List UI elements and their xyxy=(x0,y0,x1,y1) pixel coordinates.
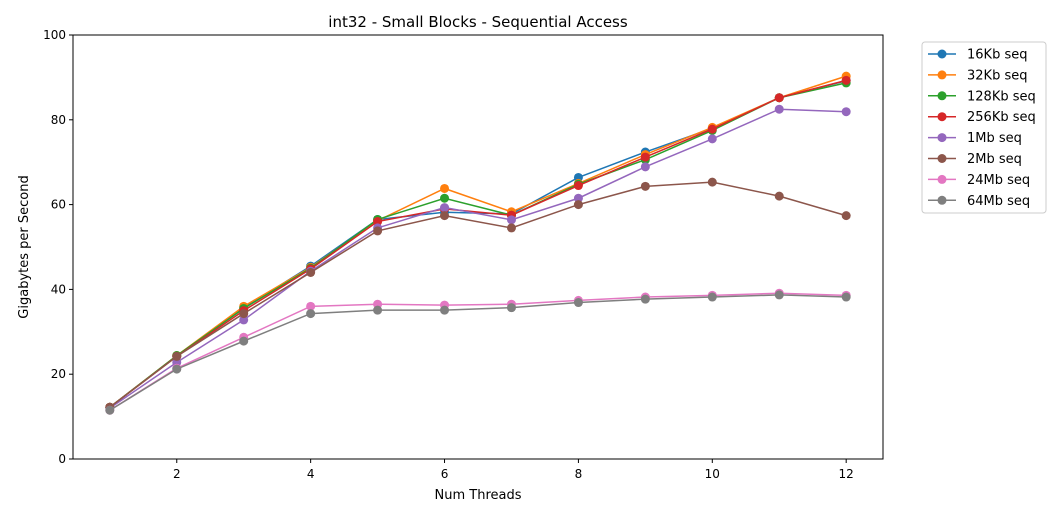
series-line xyxy=(109,108,847,409)
series-1mb-seq xyxy=(105,104,851,413)
legend-marker xyxy=(937,195,947,205)
y-tick-label: 80 xyxy=(51,113,66,127)
legend-marker xyxy=(937,91,947,101)
legend-label: 24Mb seq xyxy=(967,173,1030,188)
data-point xyxy=(172,351,182,361)
legend-label: 64Mb seq xyxy=(967,194,1030,209)
data-point xyxy=(573,181,583,191)
legend-marker xyxy=(937,70,947,80)
plot-frame xyxy=(72,34,884,460)
data-point xyxy=(774,93,784,103)
data-point xyxy=(841,107,851,117)
x-tick-label: 6 xyxy=(441,467,449,481)
chart-title: int32 - Small Blocks - Sequential Access xyxy=(328,13,628,31)
data-point xyxy=(306,301,316,311)
data-point xyxy=(640,162,650,172)
data-point xyxy=(506,223,516,233)
data-point xyxy=(640,294,650,304)
data-point xyxy=(640,181,650,191)
data-point xyxy=(239,309,249,319)
legend-marker xyxy=(937,154,947,163)
data-point xyxy=(841,211,851,221)
data-point xyxy=(373,226,383,236)
series-line xyxy=(109,292,847,411)
data-point xyxy=(506,303,516,313)
x-tick-label: 8 xyxy=(575,467,583,481)
data-point xyxy=(373,217,383,227)
series-line xyxy=(109,75,847,408)
data-point xyxy=(373,305,383,315)
data-point xyxy=(707,124,717,134)
data-point xyxy=(774,104,784,114)
data-point xyxy=(506,215,516,225)
data-point xyxy=(440,193,450,203)
axis-ticks: 2 4 6 8 10 12 0 20 40 60 80 100 xyxy=(43,28,854,481)
data-point xyxy=(172,364,182,374)
data-point xyxy=(774,191,784,201)
series-line xyxy=(109,80,847,408)
data-point xyxy=(573,193,583,203)
legend-marker xyxy=(937,174,947,184)
y-tick-label: 40 xyxy=(51,282,66,296)
x-tick-label: 10 xyxy=(705,467,720,481)
x-tick-label: 4 xyxy=(307,467,315,481)
data-point xyxy=(707,134,717,144)
data-point xyxy=(573,298,583,308)
legend-label: 2Mb seq xyxy=(967,152,1022,167)
data-point xyxy=(573,200,583,210)
legend-label: 32Kb seq xyxy=(967,68,1027,83)
legend-box xyxy=(921,41,1047,214)
series-128kb-seq xyxy=(105,78,851,412)
y-tick-label: 60 xyxy=(51,198,66,212)
data-point xyxy=(707,177,717,187)
series-line xyxy=(109,181,847,408)
series-lines xyxy=(105,71,851,415)
legend-label: 16Kb seq xyxy=(967,48,1027,63)
series-line xyxy=(109,294,847,411)
x-axis-label: Num Threads xyxy=(435,488,522,503)
y-axis-label: Gigabytes per Second xyxy=(17,175,32,318)
legend: 16Kb seq 32Kb seq 128Kb seq 256Kb seq 1Mb se… xyxy=(921,41,1047,214)
y-tick-label: 20 xyxy=(51,367,66,381)
y-tick-label: 0 xyxy=(58,452,66,466)
data-point xyxy=(440,211,450,221)
x-tick-label: 12 xyxy=(839,467,854,481)
data-point xyxy=(239,336,249,346)
series-256kb-seq xyxy=(105,75,851,412)
data-point xyxy=(440,183,450,193)
series-line xyxy=(109,82,847,408)
legend-label: 1Mb seq xyxy=(967,131,1022,146)
data-point xyxy=(774,290,784,300)
series-line xyxy=(109,79,847,408)
legend-marker xyxy=(937,49,947,59)
data-point xyxy=(440,203,450,213)
legend-label: 128Kb seq xyxy=(967,89,1036,104)
x-tick-label: 2 xyxy=(173,467,181,481)
data-point xyxy=(707,292,717,302)
data-point xyxy=(841,75,851,85)
data-point xyxy=(306,267,316,277)
series-32kb-seq xyxy=(105,71,851,412)
data-point xyxy=(640,152,650,162)
y-tick-label: 100 xyxy=(43,28,66,42)
legend-marker xyxy=(937,133,947,143)
legend-marker xyxy=(937,112,947,122)
data-point xyxy=(239,315,249,325)
legend-label: 256Kb seq xyxy=(967,110,1036,125)
data-point xyxy=(306,309,316,319)
data-point xyxy=(105,405,115,415)
data-point xyxy=(440,305,450,315)
series-64mb-seq xyxy=(105,290,851,415)
data-point xyxy=(841,292,851,302)
series-2mb-seq xyxy=(105,177,851,412)
